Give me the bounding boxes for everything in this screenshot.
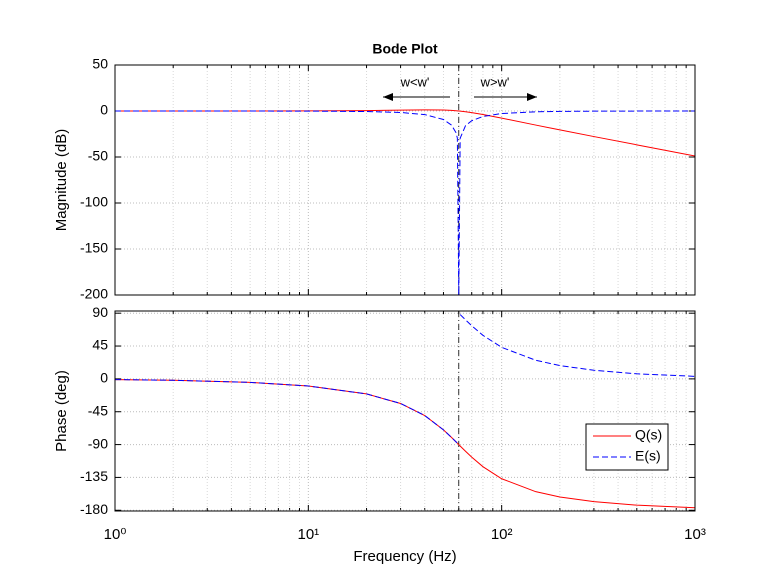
y-tick-label: 90	[92, 304, 108, 320]
series-line	[115, 379, 695, 509]
x-tick-label: 10⁰	[104, 526, 127, 543]
y-axis-label: Phase (deg)	[53, 370, 70, 452]
series-line	[115, 109, 695, 157]
annotation: w>w'	[480, 74, 510, 89]
y-tick-label: -90	[88, 435, 108, 451]
plot-area	[115, 311, 695, 511]
y-tick-label: 0	[100, 102, 108, 118]
arrow-head	[527, 93, 537, 101]
axes-box	[114, 64, 696, 296]
x-tick-label: 10³	[684, 526, 706, 543]
y-tick-label: -50	[88, 148, 108, 164]
x-axis-label: Frequency (Hz)	[353, 548, 456, 565]
y-tick-label: -100	[80, 194, 108, 210]
y-tick-label: 45	[92, 337, 108, 353]
x-tick-label: 10¹	[297, 526, 319, 543]
y-tick-label: -200	[80, 286, 108, 302]
y-tick-label: -180	[80, 501, 108, 517]
y-tick-label: -150	[80, 240, 108, 256]
y-axis-label: Magnitude (dB)	[53, 129, 70, 232]
annotation: w<w'	[400, 74, 430, 89]
series-line	[115, 314, 695, 444]
axes-box	[114, 310, 696, 512]
legend-label: Q(s)	[635, 427, 662, 443]
legend-box	[585, 423, 669, 471]
chart-title: Bode Plot	[372, 41, 438, 57]
x-tick-label: 10²	[491, 526, 513, 543]
y-tick-label: -135	[80, 468, 108, 484]
y-tick-label: -45	[88, 402, 108, 418]
y-tick-label: 0	[100, 370, 108, 386]
plot-area	[115, 65, 695, 295]
arrow-head	[383, 93, 393, 101]
y-tick-label: 50	[92, 56, 108, 72]
series-line	[115, 110, 695, 295]
legend-label: E(s)	[635, 448, 661, 464]
